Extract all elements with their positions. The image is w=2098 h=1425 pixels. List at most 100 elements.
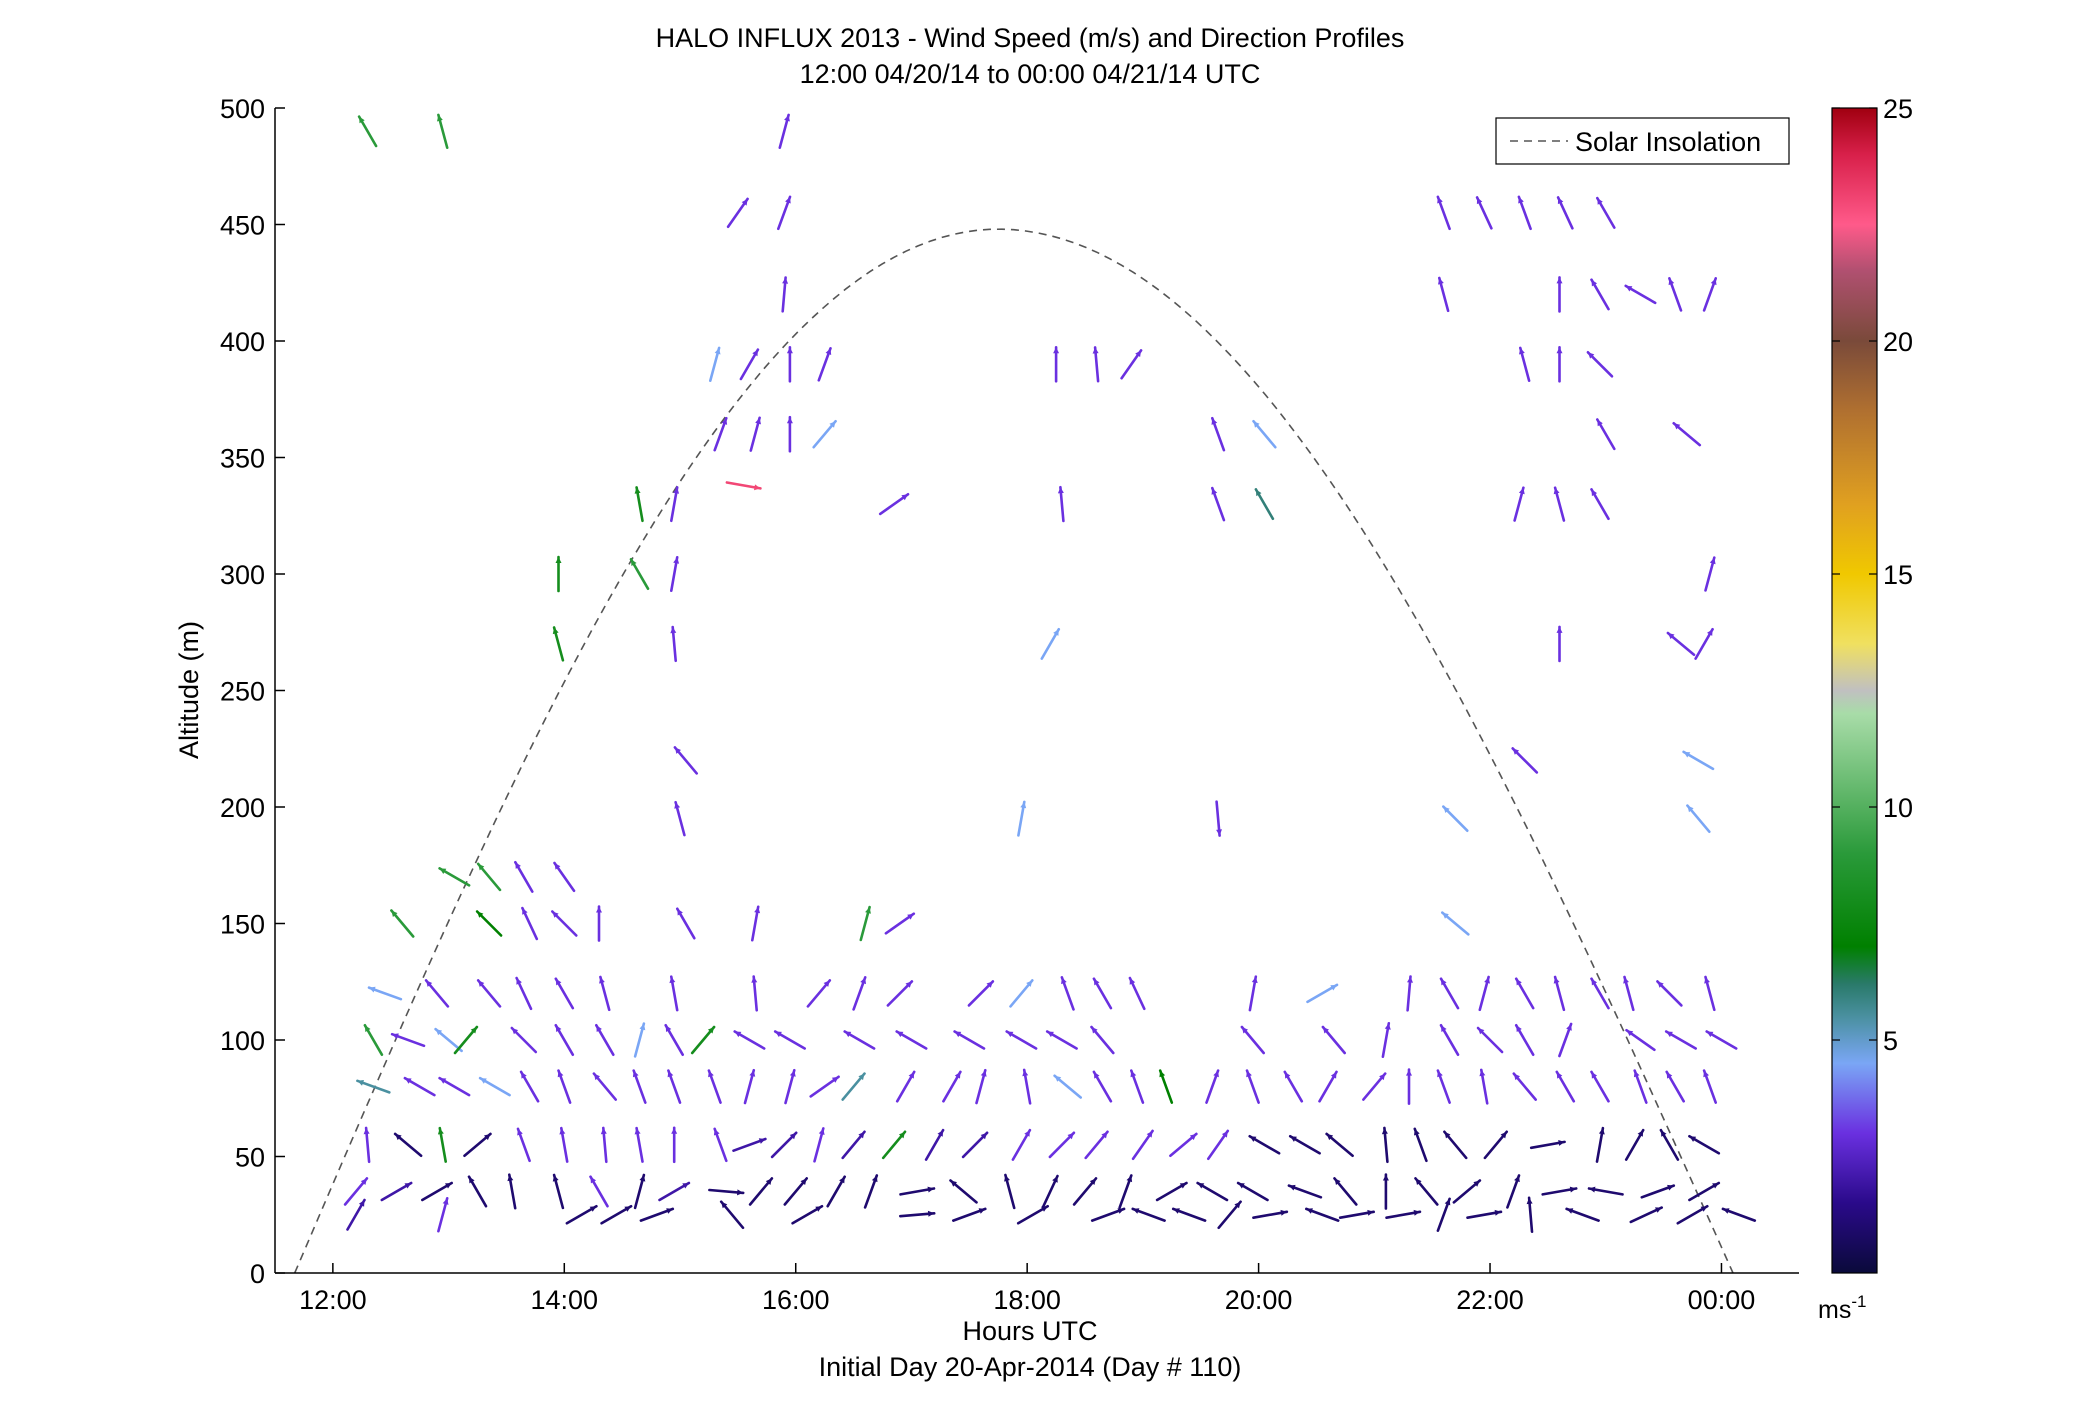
colorbar <box>1831 107 1878 1274</box>
wind-vector-head <box>666 1208 673 1214</box>
wind-vector <box>380 1181 413 1202</box>
wind-vector-head <box>631 559 637 566</box>
wind-vector-head <box>844 1031 852 1038</box>
wind-vector-head <box>404 1183 412 1189</box>
wind-vector-head <box>1211 488 1218 495</box>
wind-vector <box>1381 1021 1391 1058</box>
wind-vector-head <box>1092 347 1099 354</box>
wind-vector <box>1158 1069 1174 1104</box>
wind-vector-head <box>674 747 681 754</box>
wind-vector-head <box>954 1031 962 1038</box>
wind-vector-head <box>439 1078 447 1084</box>
wind-vector-head <box>831 1076 839 1083</box>
wind-vector <box>1118 1174 1133 1209</box>
wind-vector <box>1053 1074 1082 1099</box>
wind-vector <box>1682 750 1715 771</box>
wind-vector <box>589 1175 609 1208</box>
wind-vector-head <box>1101 1131 1108 1139</box>
wind-vector-head <box>1706 1031 1714 1038</box>
wind-vector <box>1624 1128 1645 1161</box>
wind-vector-head <box>395 1133 402 1141</box>
wind-vector-head <box>1444 1198 1451 1206</box>
colorbar-unit-label: ms-1 <box>1818 1292 1866 1324</box>
wind-vector <box>1057 485 1065 523</box>
wind-vector <box>367 986 403 1001</box>
wind-vector <box>1517 195 1532 231</box>
wind-vector-head <box>555 1025 562 1032</box>
wind-vector <box>1207 1129 1230 1161</box>
wind-vector <box>437 113 449 149</box>
wind-vector-head <box>634 1128 641 1135</box>
wind-vector <box>713 1127 728 1163</box>
wind-vector <box>1558 1022 1573 1058</box>
wind-vector-head <box>1683 751 1691 758</box>
wind-vector-head <box>927 1186 934 1193</box>
wind-vector <box>639 1207 675 1222</box>
wind-vector <box>1629 1206 1663 1224</box>
wind-vector-head <box>1382 1174 1389 1181</box>
wind-vector-head <box>437 1128 444 1135</box>
wind-vector-head <box>442 1198 449 1205</box>
wind-vector <box>559 1126 569 1163</box>
wind-vector-head <box>1556 277 1563 284</box>
wind-vector <box>600 1205 633 1225</box>
wind-vector-head <box>1709 557 1716 565</box>
x-axis-secondary-label: Initial Day 20-Apr-2014 (Day # 110) <box>819 1352 1242 1382</box>
wind-vector-head <box>522 908 528 915</box>
wind-vector-head <box>1591 978 1598 986</box>
wind-vector <box>1041 1174 1059 1209</box>
wind-vector <box>1092 346 1100 383</box>
wind-vector-head <box>1047 1031 1054 1038</box>
wind-vector-head <box>1379 1073 1386 1081</box>
wind-vector <box>424 979 450 1008</box>
wind-vector <box>1321 1025 1346 1055</box>
x-tick-label: 18:00 <box>993 1285 1061 1315</box>
wind-vector-head <box>839 1176 845 1184</box>
wind-vector <box>1565 1207 1600 1222</box>
wind-vector <box>1211 486 1226 522</box>
wind-vector-head <box>1587 352 1595 359</box>
wind-vector-head <box>1500 1131 1507 1139</box>
wind-vector <box>594 1024 615 1056</box>
wind-vector <box>1702 277 1717 312</box>
wind-vector <box>1217 1200 1242 1230</box>
wind-vector-head <box>1484 977 1490 984</box>
wind-vector-head <box>1710 278 1717 286</box>
wind-vector <box>1640 1184 1676 1199</box>
wind-vector <box>1318 1070 1338 1103</box>
wind-vector-head <box>721 1201 728 1209</box>
wind-vector-head <box>752 349 758 357</box>
wind-vector-head <box>755 417 761 425</box>
wind-vector <box>476 862 502 892</box>
wind-vector-head <box>1159 1070 1166 1078</box>
wind-vector <box>592 1072 618 1101</box>
wind-vector-head <box>358 1200 365 1207</box>
wind-vector <box>476 979 502 1008</box>
wind-vector <box>1436 195 1451 231</box>
wind-vector <box>783 1177 809 1206</box>
wind-vector <box>390 909 415 938</box>
wind-vector <box>1333 1177 1358 1206</box>
wind-vector-head <box>1255 489 1262 497</box>
wind-vector <box>1196 1181 1229 1202</box>
y-axis-ticks: 0 50 100 150 200 250 300 350 400 450 500 <box>220 94 285 1289</box>
wind-vector-head <box>1623 977 1629 984</box>
wind-vector-head <box>1516 1025 1522 1032</box>
wind-vector <box>1385 1209 1422 1219</box>
wind-vector-head <box>1518 196 1524 204</box>
wind-vector-head <box>1703 1070 1709 1078</box>
y-tick-label: 50 <box>235 1143 265 1173</box>
wind-vector <box>1704 975 1716 1012</box>
wind-vector-head <box>800 1178 807 1185</box>
wind-vector-head <box>986 981 993 988</box>
wind-vector <box>841 1130 866 1160</box>
wind-vector <box>390 1032 426 1048</box>
wind-vector-head <box>1246 1070 1252 1078</box>
wind-vector <box>975 1068 987 1105</box>
wind-vector <box>719 1200 745 1230</box>
wind-vector-head <box>357 1080 364 1086</box>
colorbar-tick-label: 5 <box>1883 1026 1898 1056</box>
wind-vector <box>1436 1197 1451 1232</box>
wind-vector-head <box>426 980 433 987</box>
wind-vector <box>852 976 867 1011</box>
